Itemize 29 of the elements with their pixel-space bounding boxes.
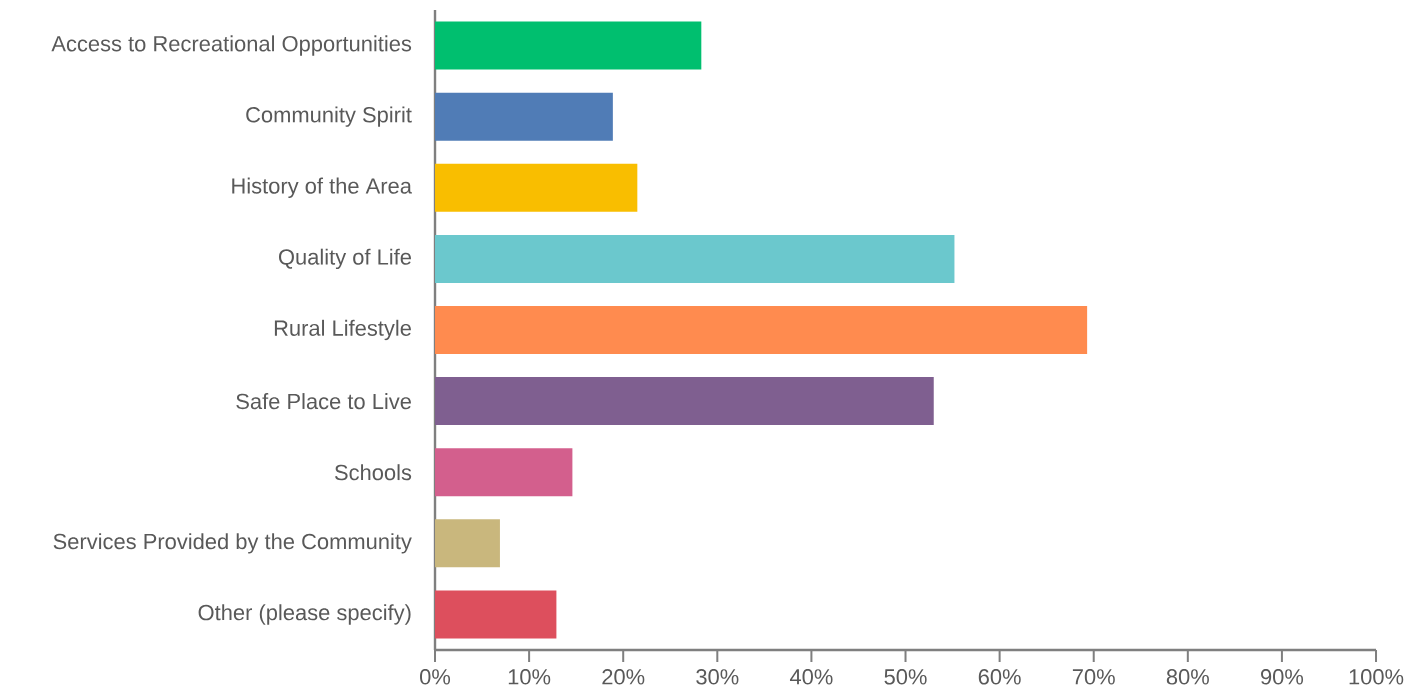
y-tick-label: Safe Place to Live xyxy=(236,393,411,410)
y-tick-label: Rural Lifestyle xyxy=(274,319,411,341)
bar xyxy=(435,306,1088,354)
bar xyxy=(435,377,934,426)
x-tick-label: 40% xyxy=(789,669,833,685)
bar xyxy=(435,234,955,283)
y-tick-label: Other (please specify) xyxy=(198,604,411,625)
bar xyxy=(435,163,638,212)
y-tick-label: Services Provided by the Community xyxy=(53,533,412,554)
x-tick-label: 30% xyxy=(696,669,739,685)
bar xyxy=(435,519,500,568)
bar xyxy=(435,448,573,497)
y-tick-label: Quality of Life xyxy=(278,248,411,270)
bar xyxy=(435,590,557,639)
x-tick-label: 100% xyxy=(1349,669,1404,685)
x-tick-label: 50% xyxy=(884,669,927,685)
x-tick-label: 90% xyxy=(1261,669,1304,685)
x-tick-label: 80% xyxy=(1166,669,1209,685)
y-tick-label: Schools xyxy=(334,464,412,481)
x-tick-label: 70% xyxy=(1072,669,1115,685)
y-tick-label: Community Spirit xyxy=(246,106,412,127)
x-tick-label: 10% xyxy=(508,669,551,685)
y-tick-label: Access to Recreational Opportunities xyxy=(51,35,412,56)
bar xyxy=(435,21,702,70)
x-tick-label: 60% xyxy=(978,669,1021,685)
x-tick-label: 0% xyxy=(420,669,451,685)
x-tick-label: 20% xyxy=(602,669,645,685)
y-tick-label: History of the Area xyxy=(232,177,412,198)
bar xyxy=(435,92,613,141)
